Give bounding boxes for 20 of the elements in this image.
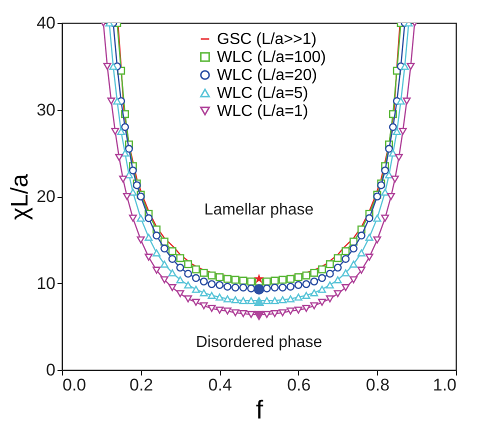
x-tick-label: 0.2 — [129, 376, 154, 394]
x-tick-label: 0.6 — [287, 376, 311, 394]
y-tick-label: 40 — [36, 14, 56, 32]
legend-label: WLC (L/a=20) — [217, 67, 318, 84]
annotation: Disordered phase — [196, 334, 322, 352]
y-tick-label: 10 — [36, 274, 56, 293]
legend-label: WLC (L/a=5) — [217, 85, 308, 102]
x-tick-label: 1.0 — [432, 376, 456, 394]
y-tick-label: 30 — [36, 100, 56, 120]
y-tick-label: 0 — [46, 360, 56, 380]
x-tick-label: 0.4 — [208, 376, 232, 394]
y-tick-label: 20 — [36, 187, 56, 206]
legend-label: WLC (L/a=1) — [217, 103, 308, 120]
x-axis-title: f — [256, 394, 264, 424]
annotation: Lamellar phase — [204, 202, 314, 219]
x-tick-label: 0.8 — [366, 376, 390, 394]
y-axis-title: χL/a — [6, 173, 34, 220]
legend-label: WLC (L/a=100) — [217, 49, 326, 66]
x-tick-label: 0.0 — [62, 376, 86, 394]
legend-label: GSC (L/a>>1) — [217, 31, 317, 48]
